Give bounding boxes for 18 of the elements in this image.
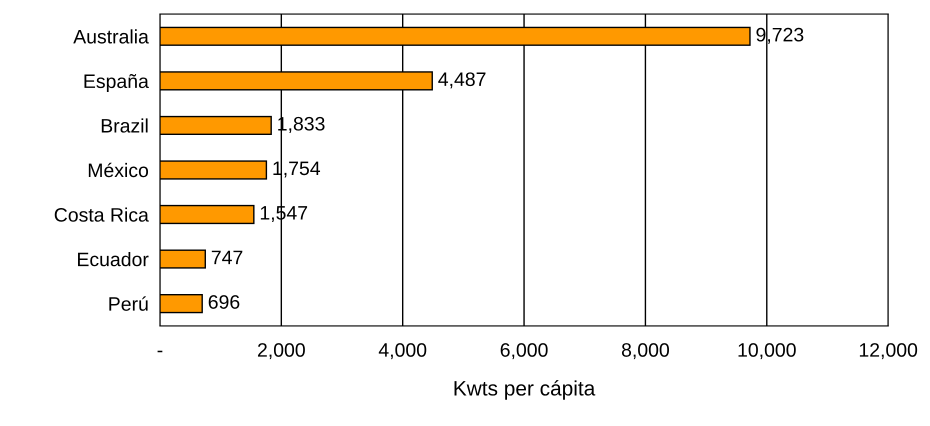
y-tick-label: Ecuador [78, 252, 149, 266]
y-tick-label: Brazil [102, 118, 148, 133]
y-tick-label: Australia [73, 29, 149, 44]
data-label: 4,487 [438, 72, 486, 88]
x-axis-title: Kwts per cápita [454, 380, 596, 400]
x-tick-label: 2,000 [258, 343, 305, 360]
x-tick-label: 8,000 [622, 343, 669, 360]
y-tick-label: España [84, 74, 149, 92]
x-tick-label: - [158, 350, 162, 352]
x-tick-label: 10,000 [738, 343, 796, 360]
data-label: 696 [208, 295, 240, 309]
y-tick-label: México [88, 162, 148, 178]
y-tick-label: Costa Rica [54, 207, 149, 222]
x-tick-label: 12,000 [860, 343, 918, 360]
x-tick-label: 6,000 [500, 343, 548, 360]
y-tick-label: Perú [109, 296, 148, 311]
data-label: 747 [212, 250, 242, 264]
x-tick-label: 4,000 [378, 343, 426, 360]
